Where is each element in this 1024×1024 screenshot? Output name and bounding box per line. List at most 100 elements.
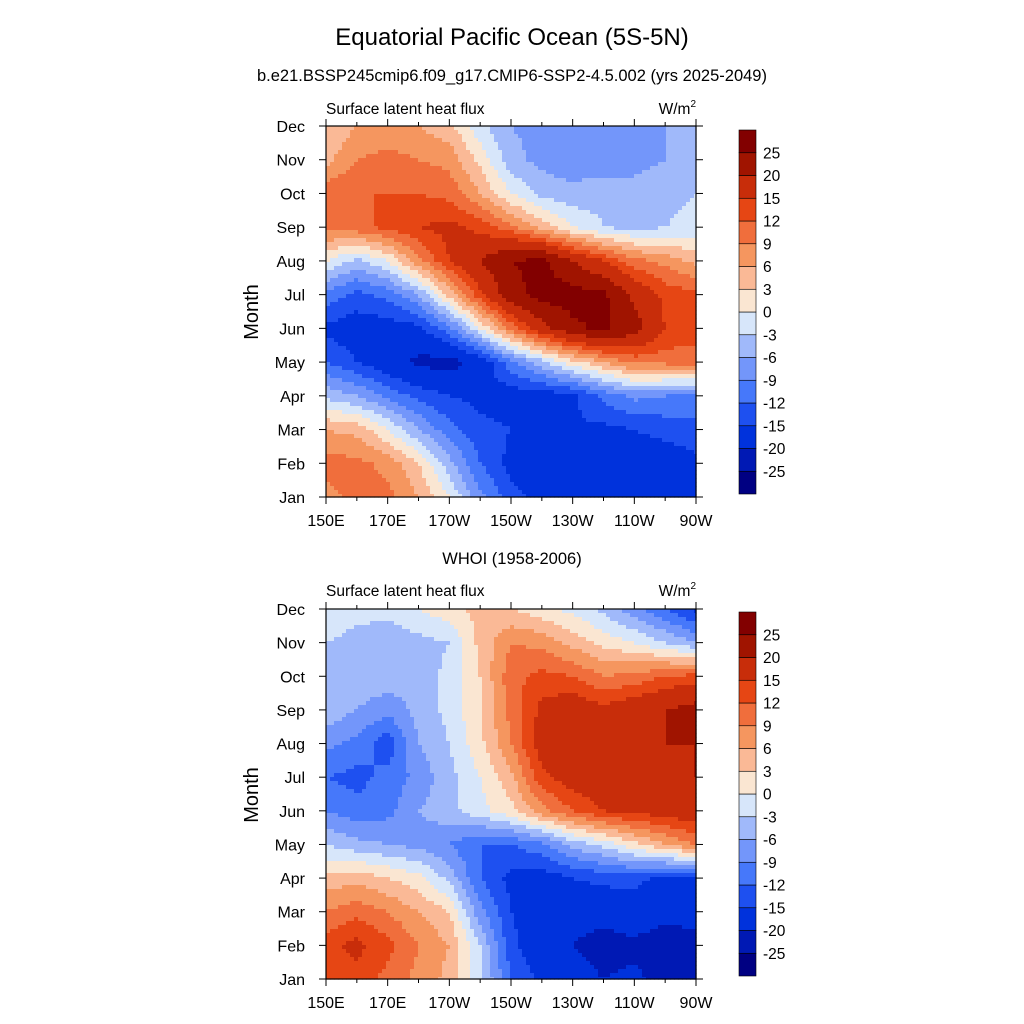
heatmap-cell (614, 254, 619, 259)
heatmap-cell (598, 282, 603, 287)
heatmap-cell (622, 282, 627, 287)
heatmap-cell (470, 234, 475, 239)
heatmap-cell (538, 330, 543, 335)
heatmap-cell (670, 186, 675, 191)
heatmap-cell (342, 226, 347, 231)
heatmap-cell (522, 254, 527, 259)
heatmap-cell (370, 174, 375, 179)
heatmap-cell (426, 298, 431, 303)
heatmap-cell (446, 202, 451, 207)
heatmap-cell (498, 282, 503, 287)
heatmap-cell (522, 242, 527, 247)
heatmap-cell (602, 246, 607, 251)
heatmap-cell (462, 138, 467, 143)
heatmap-cell (346, 154, 351, 159)
heatmap-cell (690, 322, 695, 327)
heatmap-cell (466, 182, 471, 187)
heatmap-cell (362, 150, 367, 155)
heatmap-cell (558, 138, 563, 143)
heatmap-cell (650, 158, 655, 163)
heatmap-cell (406, 190, 411, 195)
heatmap-cell (550, 166, 555, 171)
heatmap-cell (366, 130, 371, 135)
heatmap-cell (438, 314, 443, 319)
heatmap-cell (662, 174, 667, 179)
heatmap-cell (530, 218, 535, 223)
heatmap-cell (642, 126, 647, 131)
heatmap-cell (594, 322, 599, 327)
heatmap-cell (642, 202, 647, 207)
heatmap-cell (578, 146, 583, 151)
heatmap-cell (498, 294, 503, 299)
heatmap-cell (690, 298, 695, 303)
heatmap-cell (554, 334, 559, 339)
heatmap-cell (358, 322, 363, 327)
heatmap-cell (430, 322, 435, 327)
heatmap-cell (334, 138, 339, 143)
heatmap-cell (382, 326, 387, 331)
heatmap-cell (426, 254, 431, 259)
heatmap-cell (534, 170, 539, 175)
heatmap-cell (470, 338, 475, 343)
heatmap-cell (678, 178, 683, 183)
heatmap-cell (566, 158, 571, 163)
heatmap-cell (430, 266, 435, 271)
heatmap-cell (674, 126, 679, 131)
heatmap-cell (578, 206, 583, 211)
heatmap-cell (590, 306, 595, 311)
heatmap-cell (478, 190, 483, 195)
heatmap-cell (374, 242, 379, 247)
heatmap-cell (462, 254, 467, 259)
heatmap-cell (686, 218, 691, 223)
heatmap-cell (522, 146, 527, 151)
heatmap-cell (474, 206, 479, 211)
heatmap-cell (634, 290, 639, 295)
heatmap-cell (622, 186, 627, 191)
heatmap-cell (342, 250, 347, 255)
heatmap-cell (398, 126, 403, 131)
heatmap-cell (338, 146, 343, 151)
heatmap-cell (570, 258, 575, 263)
heatmap-cell (558, 230, 563, 235)
heatmap-cell (538, 278, 543, 283)
heatmap-cell (386, 210, 391, 215)
heatmap-cell (618, 190, 623, 195)
heatmap-cell (326, 322, 331, 327)
heatmap-cell (598, 186, 603, 191)
heatmap-cell (390, 202, 395, 207)
heatmap-cell (386, 274, 391, 279)
heatmap-cell (514, 286, 519, 291)
heatmap-cell (506, 258, 511, 263)
heatmap-cell (514, 270, 519, 275)
heatmap-cell (574, 326, 579, 331)
heatmap-cell (442, 146, 447, 151)
heatmap-cell (358, 174, 363, 179)
heatmap-cell (570, 270, 575, 275)
heatmap-cell (338, 290, 343, 295)
heatmap-cell (470, 210, 475, 215)
heatmap-cell (386, 250, 391, 255)
heatmap-cell (590, 250, 595, 255)
heatmap-cell (582, 314, 587, 319)
heatmap-cell (458, 138, 463, 143)
heatmap-cell (602, 222, 607, 227)
heatmap-cell (626, 178, 631, 183)
heatmap-cell (686, 274, 691, 279)
heatmap-cell (638, 146, 643, 151)
heatmap-cell (662, 262, 667, 267)
heatmap-cell (382, 262, 387, 267)
heatmap-cell (506, 138, 511, 143)
heatmap-cell (570, 150, 575, 155)
heatmap-cell (514, 250, 519, 255)
heatmap-cell (498, 250, 503, 255)
heatmap-cell (550, 186, 555, 191)
heatmap-cell (678, 282, 683, 287)
heatmap-cell (414, 178, 419, 183)
heatmap-cell (642, 134, 647, 139)
heatmap-cell (442, 194, 447, 199)
heatmap-cell (434, 170, 439, 175)
heatmap-cell (518, 210, 523, 215)
heatmap-cell (414, 246, 419, 251)
heatmap-cell (338, 210, 343, 215)
heatmap-cell (502, 270, 507, 275)
